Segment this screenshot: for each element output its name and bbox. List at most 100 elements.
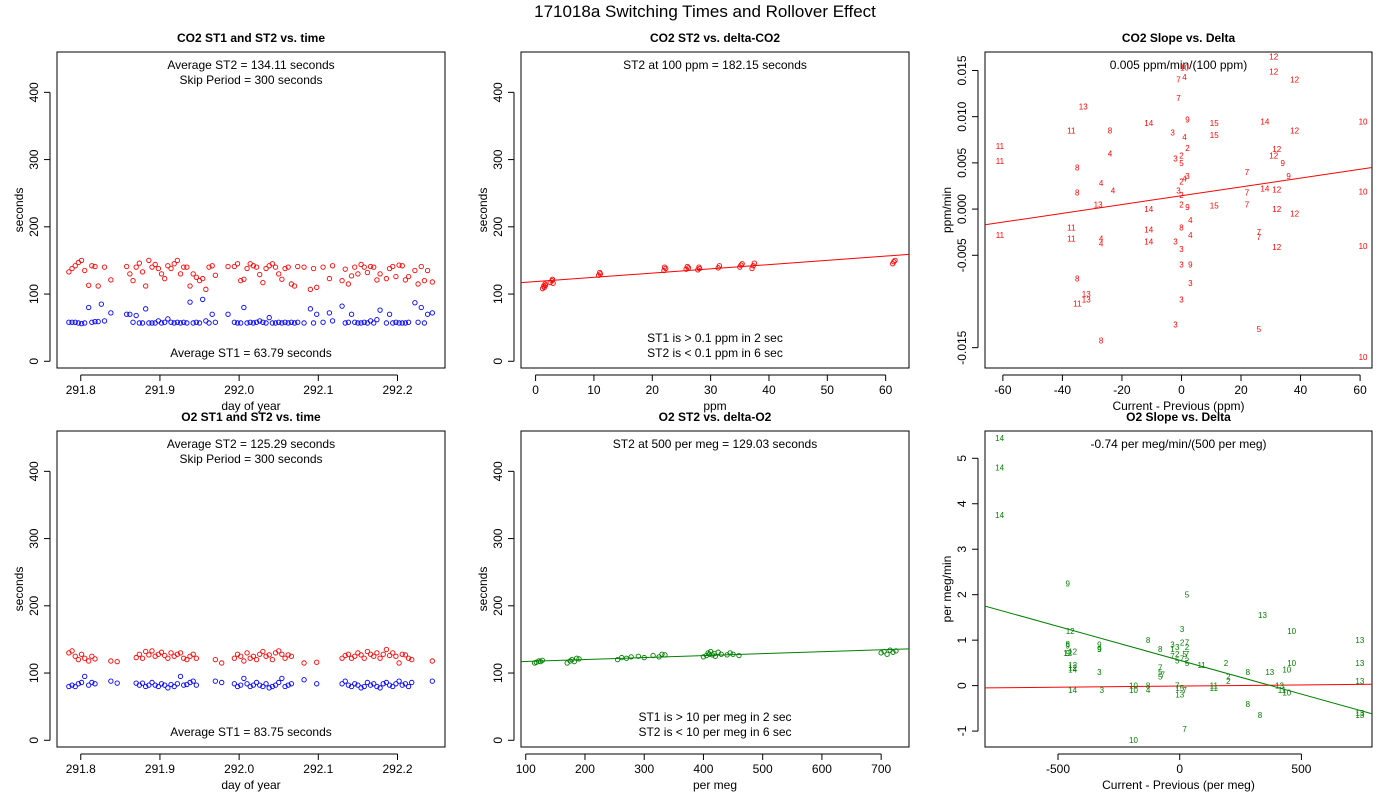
o2-time-point-st2 (89, 653, 95, 659)
co2-time-point-st1 (320, 319, 326, 325)
o2-delta-point-st2 (628, 654, 634, 660)
o2-slope-y-tick-label: 2 (955, 591, 969, 598)
o2-time-x-tick-label: 291.8 (66, 762, 96, 776)
o2-time-point-st2 (212, 656, 219, 663)
co2-slope-y-tick-label: -0.015 (955, 330, 969, 364)
co2-time-point-st1 (206, 320, 212, 326)
co2-time-point-st1 (386, 311, 393, 317)
o2-slope-point-label: 13 (1355, 709, 1364, 718)
o2-slope-point-label: 13 (1355, 636, 1364, 645)
o2-time-point-st1 (66, 683, 72, 690)
co2-time-point-st2 (108, 277, 114, 283)
co2-slope-point-label: 8 (1179, 224, 1184, 233)
co2-slope-point-label: 3 (1170, 128, 1175, 137)
o2-time-point-st2 (396, 660, 402, 666)
co2-slope-point-label: 12 (1290, 76, 1299, 85)
o2-time-point-st2 (162, 652, 168, 659)
o2-time-point-st1 (358, 685, 364, 691)
o2-time-point-st2 (345, 651, 352, 657)
o2-time-point-st1 (69, 682, 75, 688)
co2-time-point-st1 (98, 301, 104, 307)
o2-time-point-st1 (364, 679, 371, 686)
o2-time-y-tick-label: 400 (27, 461, 41, 481)
o2-delta-title: O2 ST2 vs. delta-O2 (659, 410, 772, 424)
co2-time-point-st2 (367, 263, 374, 270)
o2-delta-point-st2 (614, 656, 621, 663)
o2-time-point-st1 (288, 681, 295, 687)
co2-time-point-st1 (165, 316, 171, 322)
co2-time-point-st1 (348, 311, 355, 317)
co2-time-point-st1 (396, 320, 402, 326)
co2-time-point-st1 (108, 310, 114, 316)
o2-time-point-st2 (276, 648, 282, 654)
o2-time-point-st1 (171, 683, 177, 690)
co2-time-point-st2 (193, 274, 200, 280)
o2-time-point-st2 (263, 653, 269, 659)
o2-time-point-st2 (383, 646, 390, 653)
o2-time-point-st1 (285, 682, 291, 688)
co2-slope-plot-frame (984, 51, 1373, 369)
co2-time-point-st2 (86, 282, 92, 288)
o2-time-point-st2 (72, 653, 78, 659)
o2-time-point-st1 (269, 683, 276, 690)
o2-time-y-tick-label: 100 (27, 663, 41, 683)
co2-time-point-st1 (244, 320, 250, 326)
co2-slope-fit-line (985, 167, 1372, 226)
co2-slope-point-label: 14 (1260, 185, 1269, 194)
o2-delta-annotation: ST1 is > 10 per meg in 2 sec (638, 710, 791, 724)
o2-time-point-st1 (143, 683, 149, 690)
o2-time-point-st1 (247, 683, 253, 690)
co2-time-y-tick-label: 200 (27, 216, 41, 236)
co2-delta-point-st2 (891, 259, 897, 265)
co2-slope-point-label: 8 (1099, 336, 1104, 345)
o2-slope-point-label: 8 (1146, 682, 1151, 691)
co2-time-point-st2 (244, 265, 250, 272)
o2-time-point-st2 (241, 658, 247, 664)
co2-slope-point-label: 11 (1067, 127, 1076, 136)
co2-delta-fit-line (521, 253, 909, 284)
o2-delta-point-st2 (718, 651, 724, 657)
o2-time-title: O2 ST1 and ST2 vs. time (181, 410, 321, 424)
co2-time-point-st2 (152, 261, 158, 268)
o2-time-point-st2 (136, 651, 143, 657)
o2-delta-x-tick-label: 700 (871, 762, 891, 776)
co2-time-point-st2 (181, 264, 187, 270)
o2-slope-point-label: 14 (1068, 666, 1077, 675)
o2-slope-point-label: 10 (1287, 659, 1296, 668)
co2-slope-point-label: 10 (1359, 242, 1368, 251)
o2-delta-point-st2 (576, 656, 582, 662)
co2-slope-point-label: 13 (1082, 296, 1091, 305)
co2-time-point-st1 (329, 318, 336, 324)
o2-slope-point-label: 2 (1185, 643, 1190, 652)
o2-time-point-st1 (149, 679, 155, 686)
o2-time-point-st1 (399, 682, 405, 688)
o2-time-point-st2 (279, 651, 285, 657)
co2-slope-point-label: 3 (1185, 172, 1190, 181)
co2-slope-point-label: 12 (1290, 127, 1299, 136)
o2-time-annotation: Average ST1 = 83.75 seconds (170, 725, 332, 739)
o2-slope-point-label: 8 (1246, 700, 1251, 709)
o2-slope-y-axis-label: per meg/min (940, 556, 954, 623)
o2-slope-point-label: 9 (1097, 645, 1102, 654)
co2-slope-point-label: 3 (1176, 187, 1181, 196)
co2-delta-point-st2 (542, 282, 549, 288)
o2-slope-point-label: 3 (1100, 686, 1105, 695)
o2-time-point-st2 (82, 655, 88, 661)
o2-slope-point-label: 7 (1180, 654, 1185, 663)
co2-time-point-st1 (263, 320, 269, 326)
co2-slope-y-tick-label: 0.005 (955, 148, 969, 178)
co2-slope-point-label: 7 (1257, 233, 1262, 242)
co2-time-point-st2 (177, 271, 184, 277)
o2-time-point-st2 (314, 659, 320, 665)
o2-time-point-st2 (399, 651, 405, 657)
co2-time-point-st2 (402, 277, 409, 283)
o2-delta-x-axis-label: per meg (693, 778, 737, 792)
o2-time-point-st2 (390, 650, 396, 656)
o2-slope-point-label: 11 (1210, 682, 1219, 691)
co2-time-point-st2 (429, 279, 435, 285)
o2-slope-point-label: 7 (1158, 663, 1163, 672)
co2-slope-point-label: 13 (1094, 200, 1103, 209)
co2-slope-point-label: 8 (1108, 127, 1113, 136)
o2-time-point-st1 (361, 683, 367, 690)
co2-slope-y-tick-label: -0.005 (955, 238, 969, 272)
